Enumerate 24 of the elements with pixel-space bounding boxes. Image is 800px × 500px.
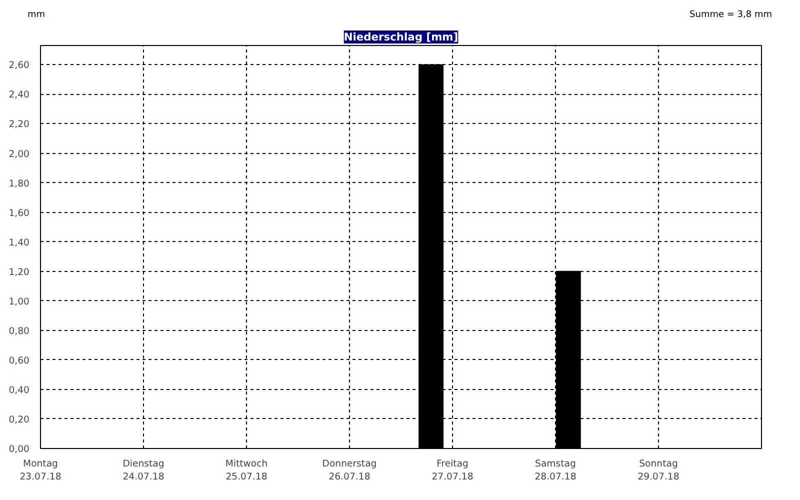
y-tick-label: 0,80 xyxy=(8,326,30,337)
y-tick-label: 0,40 xyxy=(8,384,30,396)
x-tick-label: Donnerstag 26.07.18 xyxy=(322,458,377,483)
x-tick-label: Mittwoch 25.07.18 xyxy=(225,458,268,483)
y-tick-label: 2,20 xyxy=(8,119,30,130)
y-tick-label: 1,40 xyxy=(8,237,30,248)
y-tick-label: 0,00 xyxy=(8,444,30,455)
x-tick-label: Freitag 27.07.18 xyxy=(432,458,474,483)
y-tick-label: 1,80 xyxy=(8,178,30,190)
y-tick-label: 1,20 xyxy=(8,266,30,278)
text: Summe = 3,8 mm xyxy=(690,9,772,22)
y-tick-label: 0,20 xyxy=(8,414,30,426)
x-tick-label: Montag 23.07.18 xyxy=(20,458,62,483)
y-tick-label: 0,60 xyxy=(8,355,30,366)
y-axis-title: mm xyxy=(27,9,45,22)
x-tick-label: Samstag 28.07.18 xyxy=(534,458,576,483)
y-tick-label: 2,60 xyxy=(8,60,30,72)
y-tick-label: 1,00 xyxy=(8,296,30,308)
chart-title: Niederschlag [mm] xyxy=(344,30,458,44)
y-tick-label: 1,60 xyxy=(8,208,30,219)
x-tick-label: Dienstag 24.07.18 xyxy=(122,458,164,483)
y-tick-label: 2,00 xyxy=(8,148,30,160)
x-tick-label: Sonntag 29.07.18 xyxy=(638,458,680,483)
y-tick-label: 2,40 xyxy=(8,90,30,101)
